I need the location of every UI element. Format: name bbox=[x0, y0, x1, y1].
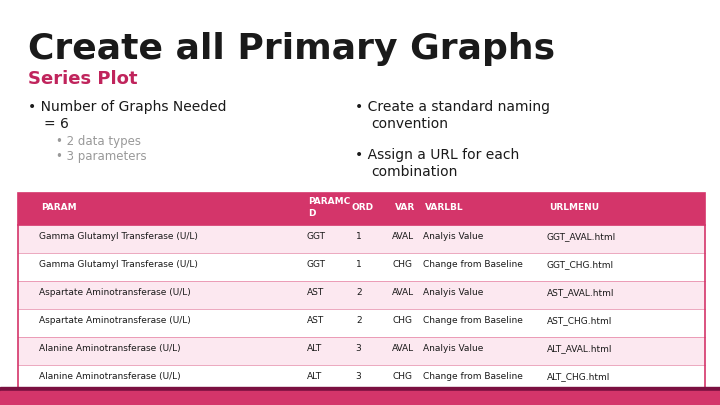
Text: Analyis Value: Analyis Value bbox=[423, 288, 484, 297]
Bar bbox=[18, 193, 705, 393]
Text: Change from Baseline: Change from Baseline bbox=[423, 260, 523, 269]
Text: GGT: GGT bbox=[307, 260, 325, 269]
Text: D: D bbox=[308, 209, 315, 218]
Text: Change from Baseline: Change from Baseline bbox=[423, 316, 523, 325]
Text: • Assign a URL for each: • Assign a URL for each bbox=[355, 148, 519, 162]
Text: Analyis Value: Analyis Value bbox=[423, 232, 484, 241]
Text: 1: 1 bbox=[356, 232, 361, 241]
Text: ALT_CHG.html: ALT_CHG.html bbox=[547, 372, 611, 381]
Text: CHG: CHG bbox=[392, 260, 413, 269]
Text: Aspartate Aminotransferase (U/L): Aspartate Aminotransferase (U/L) bbox=[39, 316, 190, 325]
Bar bbox=[18, 225, 705, 253]
Text: • Number of Graphs Needed: • Number of Graphs Needed bbox=[28, 100, 227, 114]
Bar bbox=[18, 337, 705, 365]
Text: AST: AST bbox=[307, 288, 324, 297]
Text: • Create a standard naming: • Create a standard naming bbox=[355, 100, 550, 114]
Bar bbox=[18, 281, 705, 309]
Text: ALT_AVAL.html: ALT_AVAL.html bbox=[547, 344, 613, 353]
Text: AVAL: AVAL bbox=[392, 288, 415, 297]
Text: Alanine Aminotransferase (U/L): Alanine Aminotransferase (U/L) bbox=[39, 344, 180, 353]
Text: AVAL: AVAL bbox=[392, 232, 415, 241]
Text: Change from Baseline: Change from Baseline bbox=[423, 372, 523, 381]
Text: URLMENU: URLMENU bbox=[549, 203, 599, 212]
Text: 2: 2 bbox=[356, 316, 361, 325]
Text: AST: AST bbox=[307, 316, 324, 325]
Bar bbox=[18, 365, 705, 393]
Text: GGT_CHG.html: GGT_CHG.html bbox=[547, 260, 614, 269]
Text: Gamma Glutamyl Transferase (U/L): Gamma Glutamyl Transferase (U/L) bbox=[39, 232, 197, 241]
Text: VARLBL: VARLBL bbox=[426, 203, 464, 212]
Text: 3: 3 bbox=[356, 372, 361, 381]
Text: PARAM: PARAM bbox=[40, 203, 76, 212]
Text: 2: 2 bbox=[356, 288, 361, 297]
Text: combination: combination bbox=[371, 165, 457, 179]
Text: GGT_AVAL.html: GGT_AVAL.html bbox=[547, 232, 616, 241]
Text: Create all Primary Graphs: Create all Primary Graphs bbox=[28, 32, 555, 66]
Text: AVAL: AVAL bbox=[392, 344, 415, 353]
Text: CHG: CHG bbox=[392, 316, 413, 325]
Text: ALT: ALT bbox=[307, 344, 322, 353]
Text: Series Plot: Series Plot bbox=[28, 70, 138, 88]
Text: AST_AVAL.html: AST_AVAL.html bbox=[547, 288, 614, 297]
Bar bbox=[18, 253, 705, 281]
Text: ALT: ALT bbox=[307, 372, 322, 381]
Bar bbox=[18, 309, 705, 337]
Text: Analyis Value: Analyis Value bbox=[423, 344, 484, 353]
Bar bbox=[18, 193, 705, 225]
Text: 1: 1 bbox=[356, 260, 361, 269]
Text: GGT: GGT bbox=[307, 232, 325, 241]
Text: CHG: CHG bbox=[392, 372, 413, 381]
Text: = 6: = 6 bbox=[44, 117, 69, 131]
Text: Gamma Glutamyl Transferase (U/L): Gamma Glutamyl Transferase (U/L) bbox=[39, 260, 197, 269]
Text: AST_CHG.html: AST_CHG.html bbox=[547, 316, 613, 325]
Text: convention: convention bbox=[371, 117, 448, 131]
Text: • 3 parameters: • 3 parameters bbox=[56, 150, 147, 163]
Text: Alanine Aminotransferase (U/L): Alanine Aminotransferase (U/L) bbox=[39, 372, 180, 381]
Text: VAR: VAR bbox=[395, 203, 415, 212]
Text: PARAMC: PARAMC bbox=[308, 197, 350, 206]
Text: 3: 3 bbox=[356, 344, 361, 353]
Text: Aspartate Aminotransferase (U/L): Aspartate Aminotransferase (U/L) bbox=[39, 288, 190, 297]
Text: ORD: ORD bbox=[352, 203, 374, 212]
Text: • 2 data types: • 2 data types bbox=[56, 135, 141, 148]
